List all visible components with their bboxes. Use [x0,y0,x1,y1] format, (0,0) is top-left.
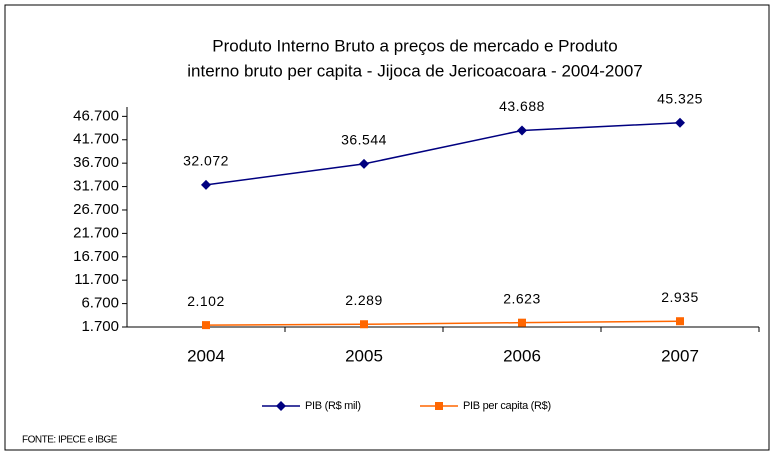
source-note: FONTE: IPECE e IBGE [22,435,118,446]
x-tick-label: 2007 [661,346,699,365]
y-tick-label: 21.700 [73,224,119,241]
y-tick-label: 46.700 [73,107,119,124]
data-point [517,125,527,136]
data-label: 43.688 [499,98,545,114]
data-label: 45.325 [657,91,703,107]
x-tick-label: 2005 [345,346,383,365]
x-tick-label: 2006 [503,346,541,365]
data-label: 2.623 [503,290,541,306]
y-tick-label: 26.700 [73,201,119,218]
series-line [205,320,681,326]
data-label: 36.544 [341,132,387,148]
y-tick-label: 6.700 [81,295,119,312]
legend-marker [276,401,286,411]
data-point [518,318,526,327]
data-point [676,317,684,326]
y-tick-label: 11.700 [74,271,119,288]
y-tick-label: 41.700 [73,131,119,148]
y-tick-label: 1.700 [81,318,119,335]
chart-title: Produto Interno Bruto a preços de mercad… [212,36,617,55]
data-point [675,117,685,128]
data-point [359,158,369,169]
legend-label: PIB per capita (R$) [463,400,551,412]
y-tick-label: 31.700 [73,178,119,195]
y-tick-label: 16.700 [73,248,119,265]
data-label: 2.935 [661,289,699,305]
data-label: 2.289 [345,292,383,308]
chart-frame [4,4,770,451]
chart-title: interno bruto per capita - Jijoca de Jer… [187,61,643,80]
y-tick-label: 36.700 [73,154,119,171]
data-label: 32.072 [183,153,229,169]
data-point [201,179,211,190]
data-label: 2.102 [187,293,225,309]
series-line [205,122,681,186]
legend-label: PIB (R$ mil) [305,400,361,412]
data-point [360,320,368,329]
data-point [202,321,210,330]
x-tick-label: 2004 [187,346,225,365]
legend-marker [435,402,443,410]
